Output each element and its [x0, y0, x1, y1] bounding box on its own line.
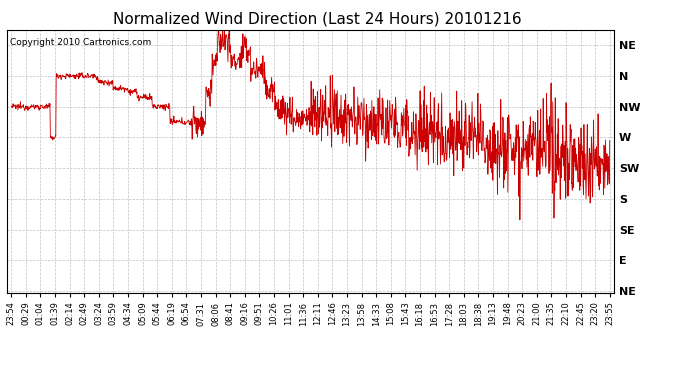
Text: Copyright 2010 Cartronics.com: Copyright 2010 Cartronics.com	[10, 38, 151, 47]
Text: Normalized Wind Direction (Last 24 Hours) 20101216: Normalized Wind Direction (Last 24 Hours…	[113, 11, 522, 26]
